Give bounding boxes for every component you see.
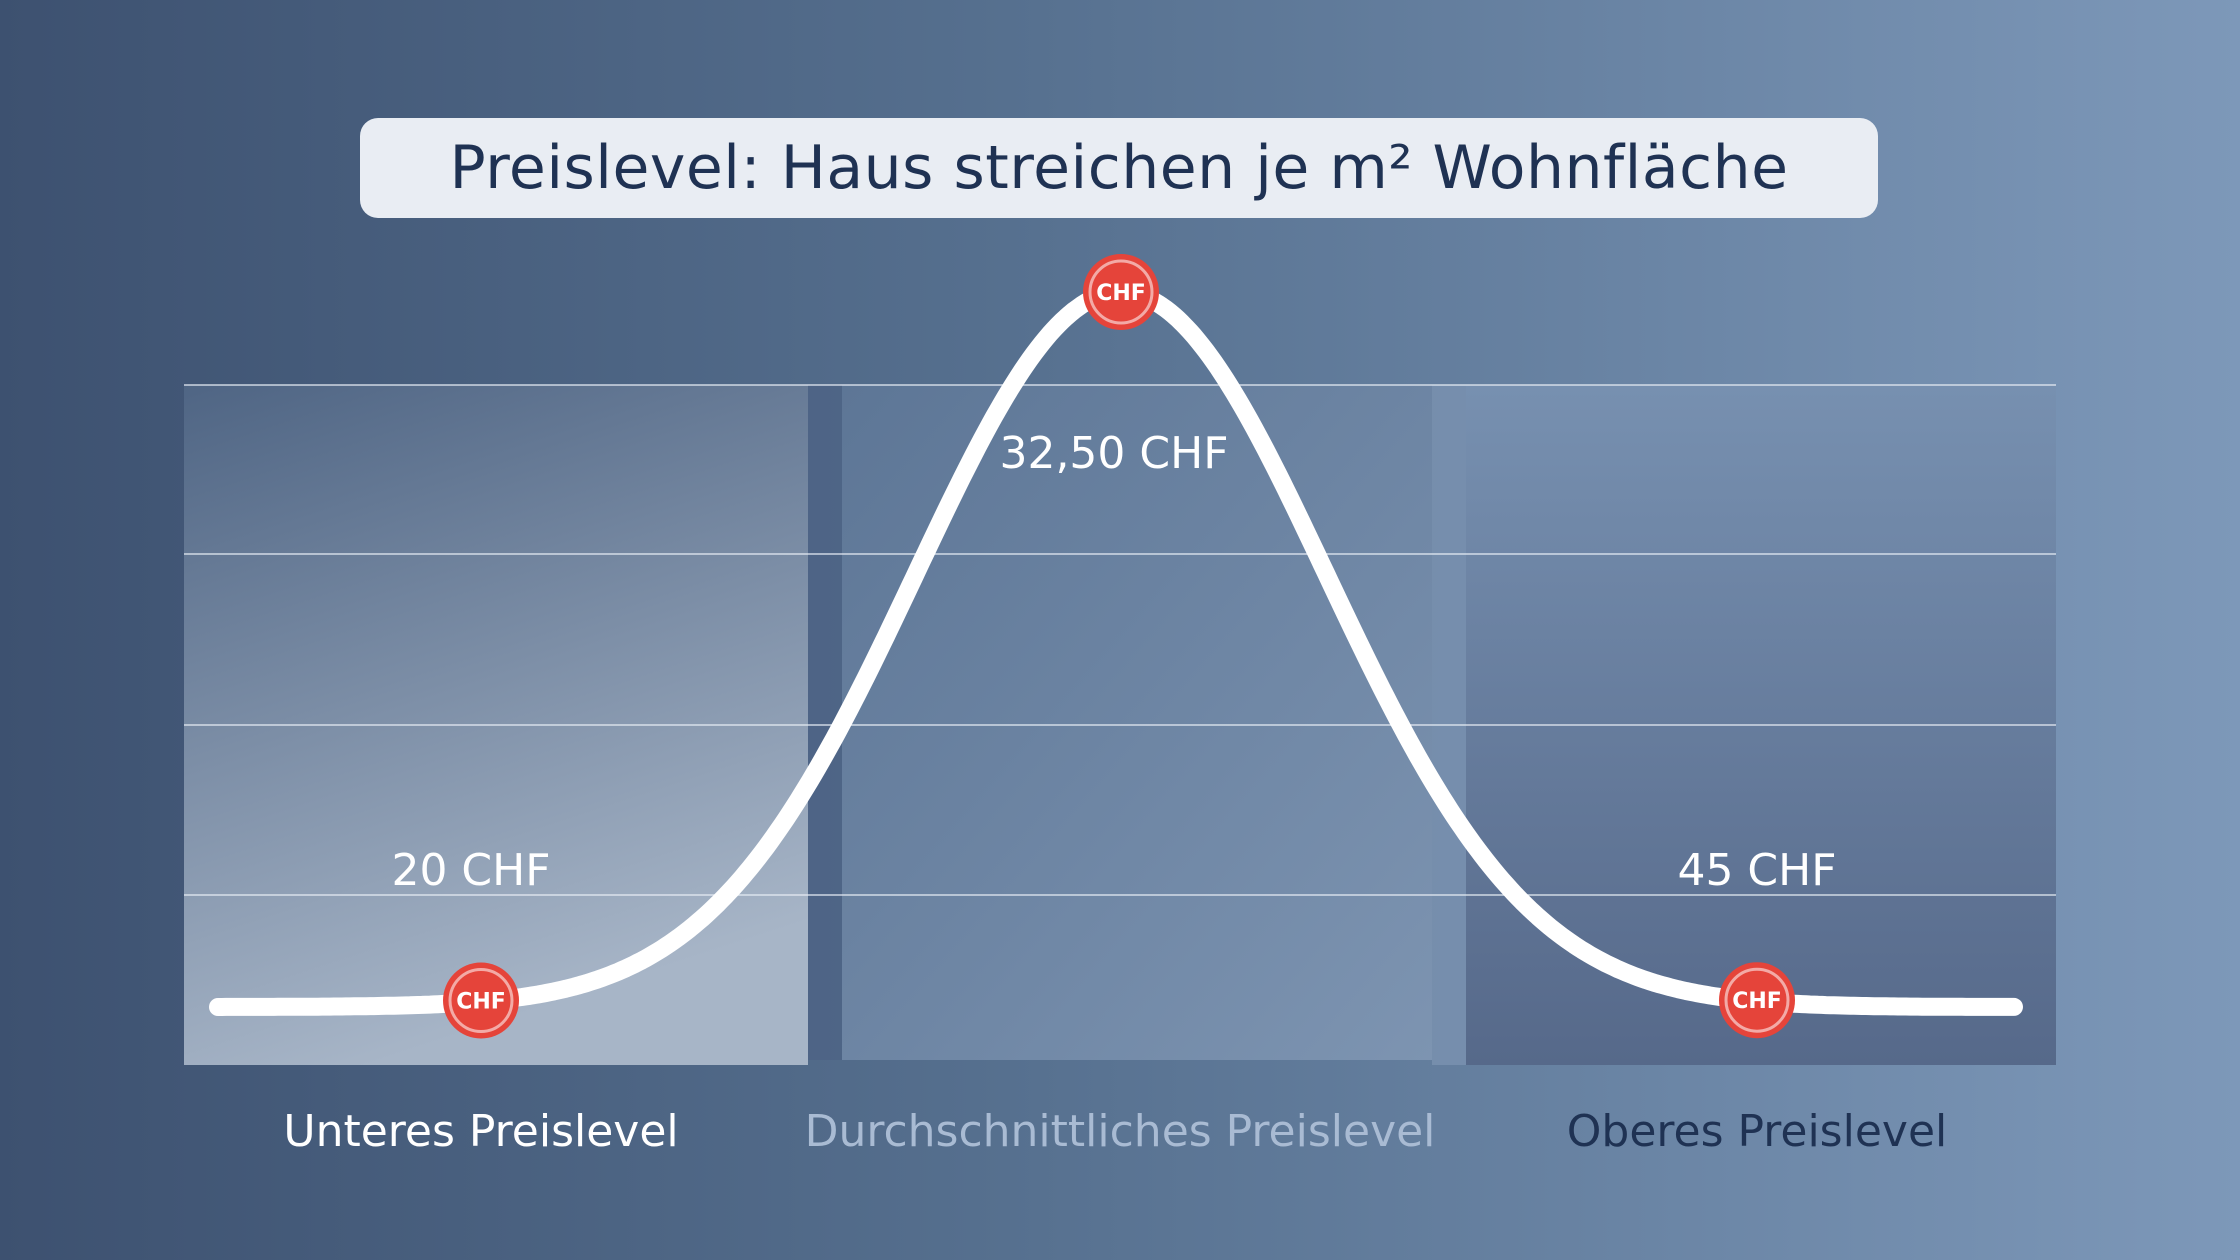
marker-badge-text: CHF	[456, 990, 506, 1015]
marker-inner-ring	[448, 968, 514, 1034]
gridlines	[184, 384, 2056, 896]
title-box: Preislevel: Haus streichen je m² Wohnflä…	[360, 118, 1878, 218]
category-label-low: Unteres Preislevel	[283, 1106, 678, 1157]
price-markers: CHF CHF CHF	[443, 254, 1795, 1039]
marker-badge-text: CHF	[1096, 281, 1146, 306]
price-marker-high: CHF	[1719, 962, 1795, 1039]
value-label-average: 32,50 CHF	[999, 428, 1228, 479]
value-label-high: 45 CHF	[1677, 845, 1836, 896]
category-label-high: Oberes Preislevel	[1567, 1106, 1947, 1157]
price-marker-low: CHF	[443, 962, 519, 1039]
price-marker-average: CHF	[1083, 254, 1159, 330]
category-label-average: Durchschnittliches Preislevel	[805, 1106, 1436, 1157]
value-label-low: 20 CHF	[391, 845, 550, 896]
marker-badge-text: CHF	[1732, 989, 1782, 1014]
marker-core	[454, 973, 508, 1028]
marker-inner-ring	[1088, 259, 1154, 325]
marker-inner-ring	[1724, 967, 1790, 1033]
marker-core	[1730, 973, 1784, 1028]
panel-mid	[842, 385, 1432, 1060]
chart-title: Preislevel: Haus streichen je m² Wohnflä…	[449, 133, 1789, 203]
marker-core	[1094, 265, 1148, 319]
